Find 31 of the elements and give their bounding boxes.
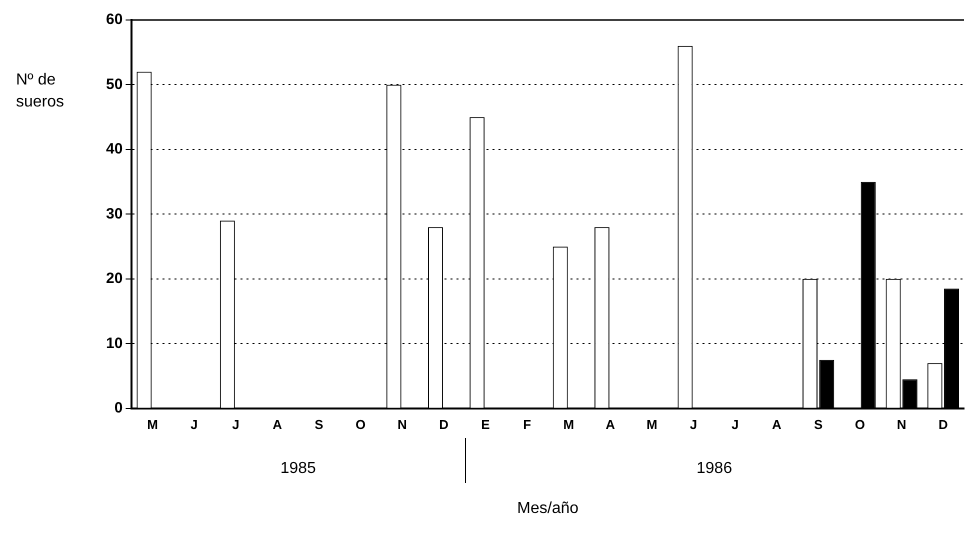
x-tick-label: J: [232, 416, 240, 432]
y-tick-label: 60: [106, 11, 123, 28]
x-tick-label: M: [646, 416, 658, 432]
y-tick-label: 40: [106, 140, 123, 158]
x-tick-label: D: [439, 416, 448, 432]
x-tick-label: J: [731, 416, 739, 432]
y-tick-label: 0: [114, 400, 123, 417]
x-tick-label: N: [896, 416, 906, 432]
x-tick-label: M: [147, 416, 158, 432]
x-tick-label: O: [356, 416, 366, 432]
x-tick-label: S: [314, 416, 324, 432]
x-tick-label: J: [190, 416, 198, 432]
x-tick-label: D: [938, 416, 948, 432]
x-axis-title: Mes/año: [517, 500, 579, 517]
x-tick-label: A: [772, 416, 782, 432]
y-tick-label: 20: [106, 270, 123, 288]
x-tick-label: M: [563, 416, 574, 432]
x-tick-label: O: [854, 416, 866, 432]
x-tick-label: F: [523, 416, 532, 432]
x-tick-label: A: [272, 416, 283, 432]
y-tick-label: 30: [106, 205, 123, 222]
x-tick-label: N: [397, 416, 407, 432]
x-tick-label: E: [481, 416, 490, 432]
x-tick-label: J: [690, 416, 698, 432]
y-axis-title: Nº de sueros: [16, 71, 64, 110]
text: 1985: [280, 460, 316, 477]
x-tick-label: A: [606, 416, 616, 432]
text: 1986: [696, 460, 732, 477]
y-tick-label: 10: [106, 334, 123, 352]
y-tick-label: 50: [106, 76, 123, 93]
x-tick-label: S: [814, 416, 824, 432]
